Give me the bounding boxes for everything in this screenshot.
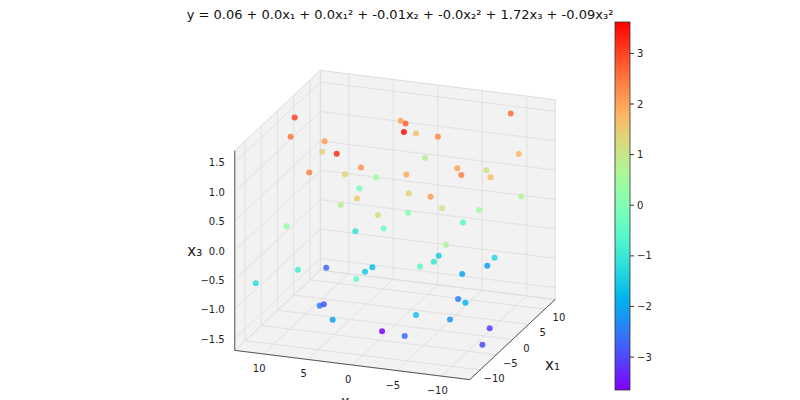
svg-text:−3: −3 [637,352,652,363]
svg-text:0: 0 [637,200,643,211]
svg-text:2: 2 [637,99,643,110]
svg-text:−1.0: −1.0 [200,304,224,315]
svg-text:1: 1 [637,149,643,160]
svg-text:−1.5: −1.5 [200,334,224,345]
svg-text:1.0: 1.0 [209,187,225,198]
svg-text:5: 5 [540,327,546,338]
svg-text:−10: −10 [484,373,505,384]
svg-text:x₁: x₁ [545,356,560,374]
svg-text:x₂: x₂ [341,393,356,400]
svg-text:−1: −1 [637,250,652,261]
svg-text:3: 3 [637,48,643,59]
svg-text:0.0: 0.0 [209,246,225,257]
svg-text:−5: −5 [385,380,400,391]
svg-text:−2: −2 [637,301,652,312]
svg-text:0: 0 [523,343,529,354]
svg-text:1.5: 1.5 [209,157,225,168]
svg-text:0: 0 [345,374,351,385]
svg-text:−10: −10 [427,385,448,396]
svg-text:y = 0.06 + 0.0x₁ + 0.0x₁² + -0: y = 0.06 + 0.0x₁ + 0.0x₁² + -0.01x₂ + -0… [187,7,614,22]
svg-text:0.5: 0.5 [209,216,225,227]
svg-text:5: 5 [301,368,307,379]
svg-text:−0.5: −0.5 [200,275,224,286]
svg-text:−5: −5 [503,358,518,369]
svg-text:x₃: x₃ [187,242,202,260]
svg-text:10: 10 [253,363,266,374]
svg-text:10: 10 [553,312,566,323]
